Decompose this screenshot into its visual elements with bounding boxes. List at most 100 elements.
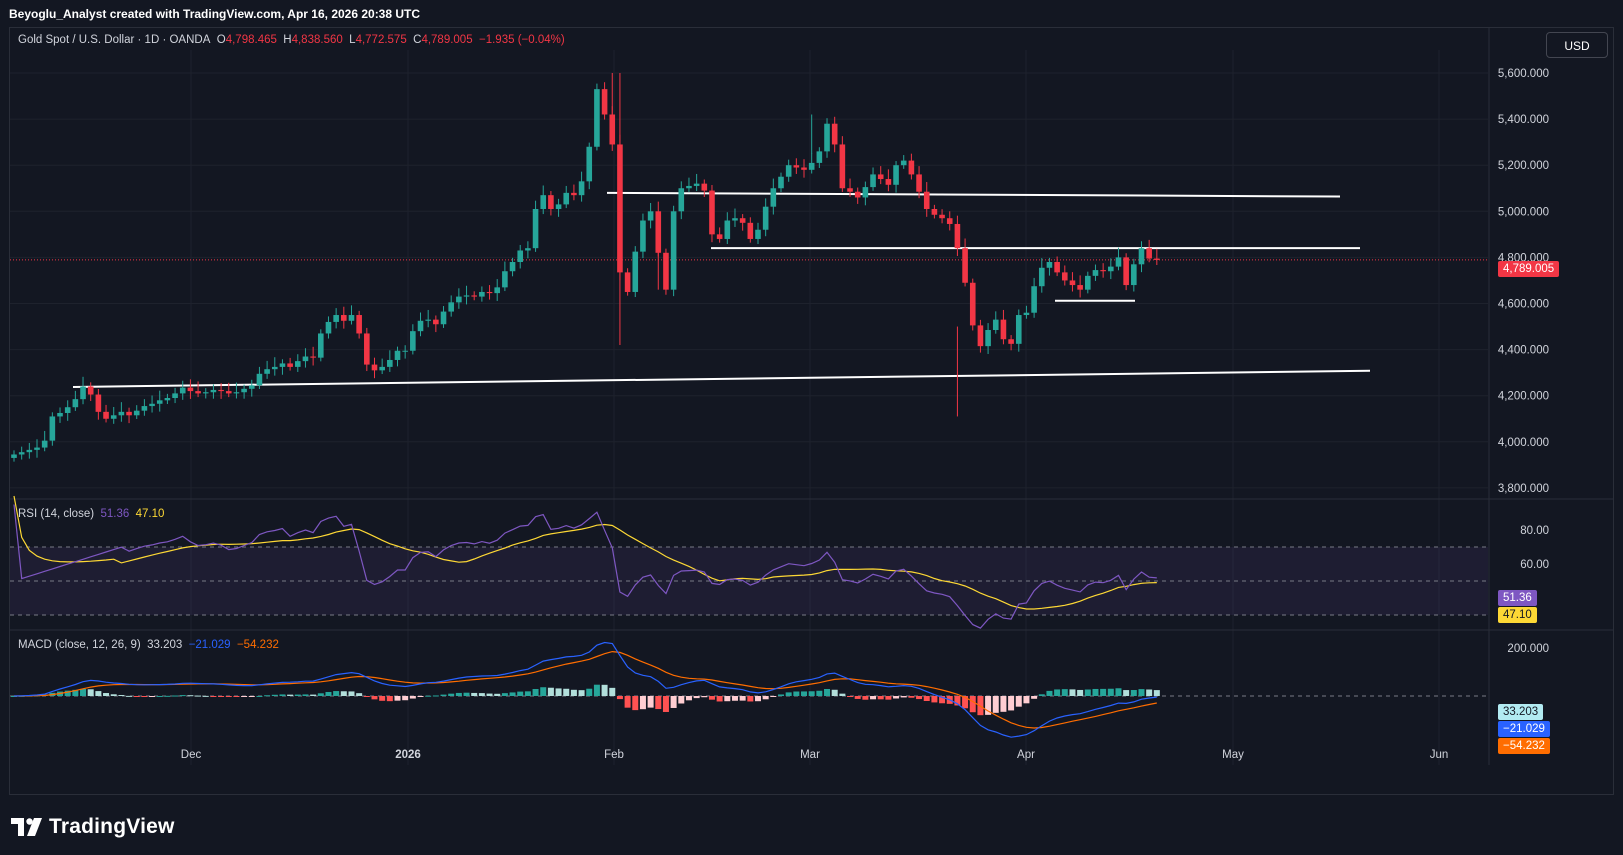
macd-histogram-bar [816, 690, 823, 696]
candle-body [95, 394, 102, 412]
main-legend: Gold Spot / U.S. Dollar · 1D · OANDA O4,… [18, 34, 565, 46]
candle-body [248, 385, 255, 389]
macd-histogram-bar [570, 689, 577, 696]
macd-histogram-bar [494, 693, 501, 696]
candle-body [241, 388, 247, 393]
macd-histogram-bar [862, 696, 869, 700]
macd-histogram-bar [678, 696, 685, 704]
candle-body [839, 144, 846, 189]
candle-body [87, 386, 94, 395]
candle-body [11, 454, 17, 458]
x-tick-label: May [1222, 749, 1244, 761]
macd-histogram-bar [578, 690, 585, 696]
candle-body [716, 234, 723, 239]
macd-histogram-bar [156, 695, 163, 697]
candle-body [1008, 339, 1014, 344]
candle-body [164, 398, 171, 401]
candle-body [195, 391, 201, 394]
macd-histogram-bar [195, 695, 202, 697]
rsi-value: 51.36 [100, 508, 130, 520]
candle-body [72, 399, 79, 408]
candle-body [985, 330, 991, 347]
candle-body [793, 165, 800, 168]
macd-histogram-bar [701, 696, 708, 698]
candle-body [747, 222, 754, 239]
macd-histogram-bar [532, 689, 539, 696]
macd-histogram-bar [187, 695, 194, 697]
candle-body [885, 179, 892, 185]
macd-histogram-bar [762, 696, 769, 700]
macd-histogram-bar [402, 696, 409, 701]
macd-histogram-bar [962, 696, 969, 709]
support-resistance-lines [72, 191, 1371, 388]
candle-body [647, 211, 654, 221]
macd-histogram-bar [540, 687, 547, 696]
candle-body [103, 411, 109, 419]
candle-body [640, 220, 646, 252]
macd-histogram-bar [870, 696, 877, 700]
macd-histogram-bar [770, 696, 777, 697]
candle-body [778, 176, 784, 189]
macd-histogram-bar [287, 694, 294, 696]
candle-body [555, 204, 562, 209]
rsi-ma-tag: 47.10 [1498, 607, 1537, 623]
macd-histogram-bar [141, 696, 148, 697]
candle-body [571, 192, 577, 196]
price-tick-label: 3,800.000 [1498, 483, 1549, 495]
macd-histogram-bar [1008, 696, 1015, 711]
candle-body [1038, 267, 1045, 287]
chart-frame [9, 27, 1614, 795]
macd-histogram-bar [264, 695, 271, 697]
candle-body [256, 373, 263, 386]
candle-body [701, 183, 708, 191]
candle-body [348, 315, 355, 321]
macd-histogram-bar [340, 691, 347, 696]
candle-body [578, 181, 585, 196]
rsi-title: RSI (14, close) [18, 508, 95, 520]
candle-body [49, 416, 56, 441]
macd-histogram-bar [417, 696, 424, 697]
macd-histogram-bar [1000, 696, 1007, 712]
macd-histogram-bar [333, 691, 340, 696]
macd-histogram-bar [348, 691, 355, 696]
candle-body [1000, 319, 1007, 340]
macd-histogram-bar [210, 696, 217, 697]
macd-histogram-bar [593, 684, 600, 696]
candle-body [954, 223, 961, 249]
candle-body [456, 296, 462, 303]
candle-body [724, 220, 731, 239]
macd-histogram-bar [80, 688, 87, 696]
macd-histogram-bar [1031, 696, 1038, 699]
macd-histogram-bar [271, 694, 278, 696]
macd-histogram-bar [831, 689, 838, 696]
candle-body [624, 272, 631, 292]
candle-body [946, 218, 953, 224]
macd-histogram-bar [448, 693, 455, 696]
macd-histogram-bar [233, 696, 240, 697]
macd-histogram-bar [202, 695, 209, 697]
macd-histogram-bar [72, 689, 79, 696]
candle-body [156, 400, 163, 404]
candle-body [187, 387, 194, 392]
macd-histogram-bar [486, 693, 493, 696]
candle-body [525, 248, 531, 251]
currency-selector[interactable]: USD [1546, 32, 1608, 58]
candle-body [847, 188, 853, 192]
grid-lines [10, 28, 1613, 765]
support-resistance-line [72, 369, 1371, 388]
macd-signal-line [14, 650, 1157, 729]
candle-body [739, 218, 746, 223]
candle-body [517, 250, 524, 263]
macd-histogram-bar [724, 696, 731, 702]
macd-hist-value: 33.203 [147, 639, 183, 651]
candle-body [502, 271, 508, 288]
x-tick-label: Jun [1430, 749, 1449, 761]
macd-histogram-bar [133, 696, 140, 697]
candle-body [126, 411, 132, 416]
macd-line-tag: −21.029 [1498, 721, 1550, 737]
candle-body [294, 361, 301, 367]
macd-histogram-bar [793, 691, 800, 696]
candle-body [563, 192, 570, 205]
macd-histogram-bar [394, 696, 401, 701]
